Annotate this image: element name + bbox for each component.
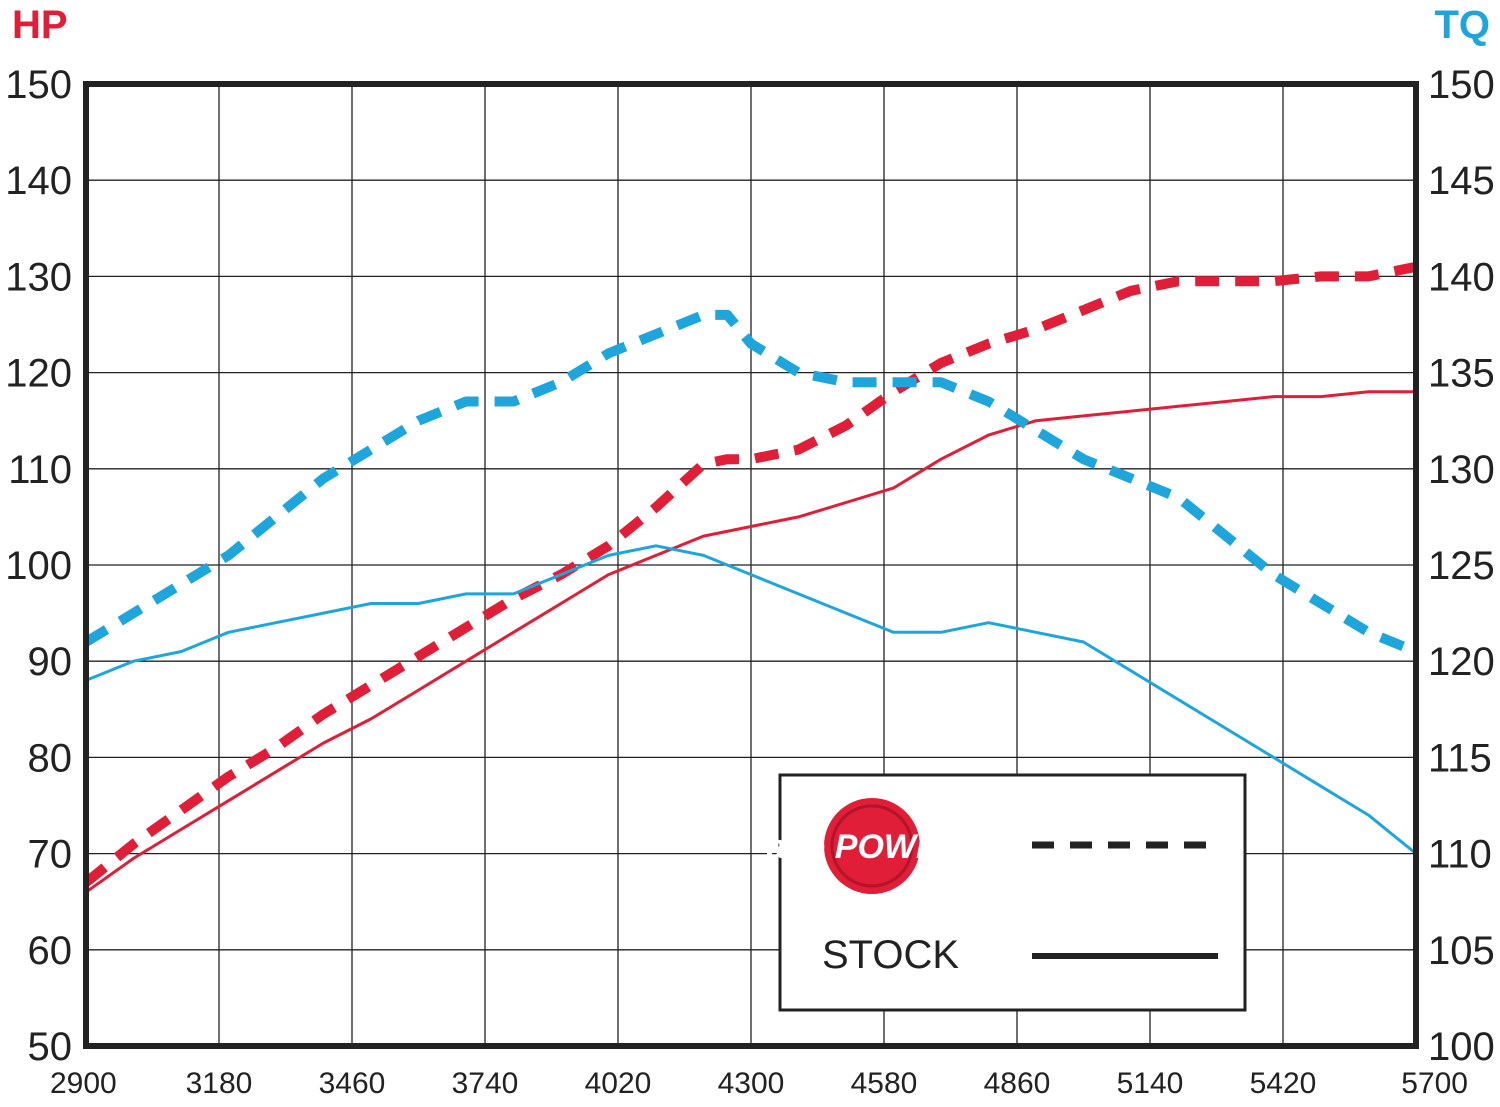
series-line-tq_afe: [83, 309, 1418, 657]
x-tick-label: 5140: [1117, 1067, 1184, 1100]
legend: aFe POWER STOCK: [767, 773, 1247, 1012]
left-tick-label: 140: [5, 159, 72, 203]
left-tick-label: 120: [5, 352, 72, 396]
plot-frame: [83, 81, 1419, 1049]
right-tick-label: 130: [1428, 448, 1495, 492]
x-tick-label: 5700: [1401, 1067, 1468, 1100]
afe-power-logo: aFe POWER: [767, 798, 964, 894]
x-tick-label: 4300: [718, 1067, 785, 1100]
right-tick-label: 120: [1428, 640, 1495, 684]
left-tick-label: 50: [28, 1025, 73, 1069]
left-tick-label: 90: [28, 640, 73, 684]
x-tick-label: 2900: [50, 1067, 117, 1100]
left-tick-label: 100: [5, 544, 72, 588]
left-tick-label: 150: [5, 63, 72, 107]
right-axis-title: TQ: [1434, 3, 1490, 47]
x-tick-label: 4020: [585, 1067, 652, 1100]
x-tick-label: 3740: [452, 1067, 519, 1100]
left-tick-label: 110: [8, 448, 72, 492]
right-tick-label: 100: [1428, 1025, 1495, 1069]
right-tick-label: 145: [1428, 159, 1495, 203]
left-axis-title: HP: [12, 3, 68, 47]
legend-stock-label: STOCK: [822, 933, 959, 977]
x-tick-label: 3180: [186, 1067, 253, 1100]
left-tick-label: 130: [5, 255, 72, 299]
series-line-tq_stock: [85, 544, 1417, 855]
x-tick-label: 4580: [851, 1067, 918, 1100]
x-tick-label: 3460: [319, 1067, 386, 1100]
series-layer: [82, 261, 1418, 894]
right-tick-label: 115: [1428, 736, 1492, 780]
right-tick-label: 135: [1428, 352, 1495, 396]
left-tick-label: 60: [28, 929, 73, 973]
right-tick-label: 150: [1428, 63, 1495, 107]
right-tick-label: 110: [1428, 833, 1492, 877]
series-line-hp_stock: [85, 390, 1416, 894]
x-tick-label: 4860: [984, 1067, 1051, 1100]
x-tick-label: 5420: [1250, 1067, 1317, 1100]
logo-text: aFe POWER: [767, 828, 964, 866]
right-tick-label: 140: [1428, 255, 1495, 299]
right-tick-label: 125: [1428, 544, 1495, 588]
left-tick-label: 70: [28, 833, 73, 877]
right-tick-label: 105: [1428, 929, 1495, 973]
series-line-hp_afe: [82, 261, 1417, 887]
tick-labels: 150 140 130 120 110 100 90 80 70 60 50 150 145 140 135…: [5, 63, 1495, 1100]
left-tick-label: 80: [28, 736, 73, 780]
